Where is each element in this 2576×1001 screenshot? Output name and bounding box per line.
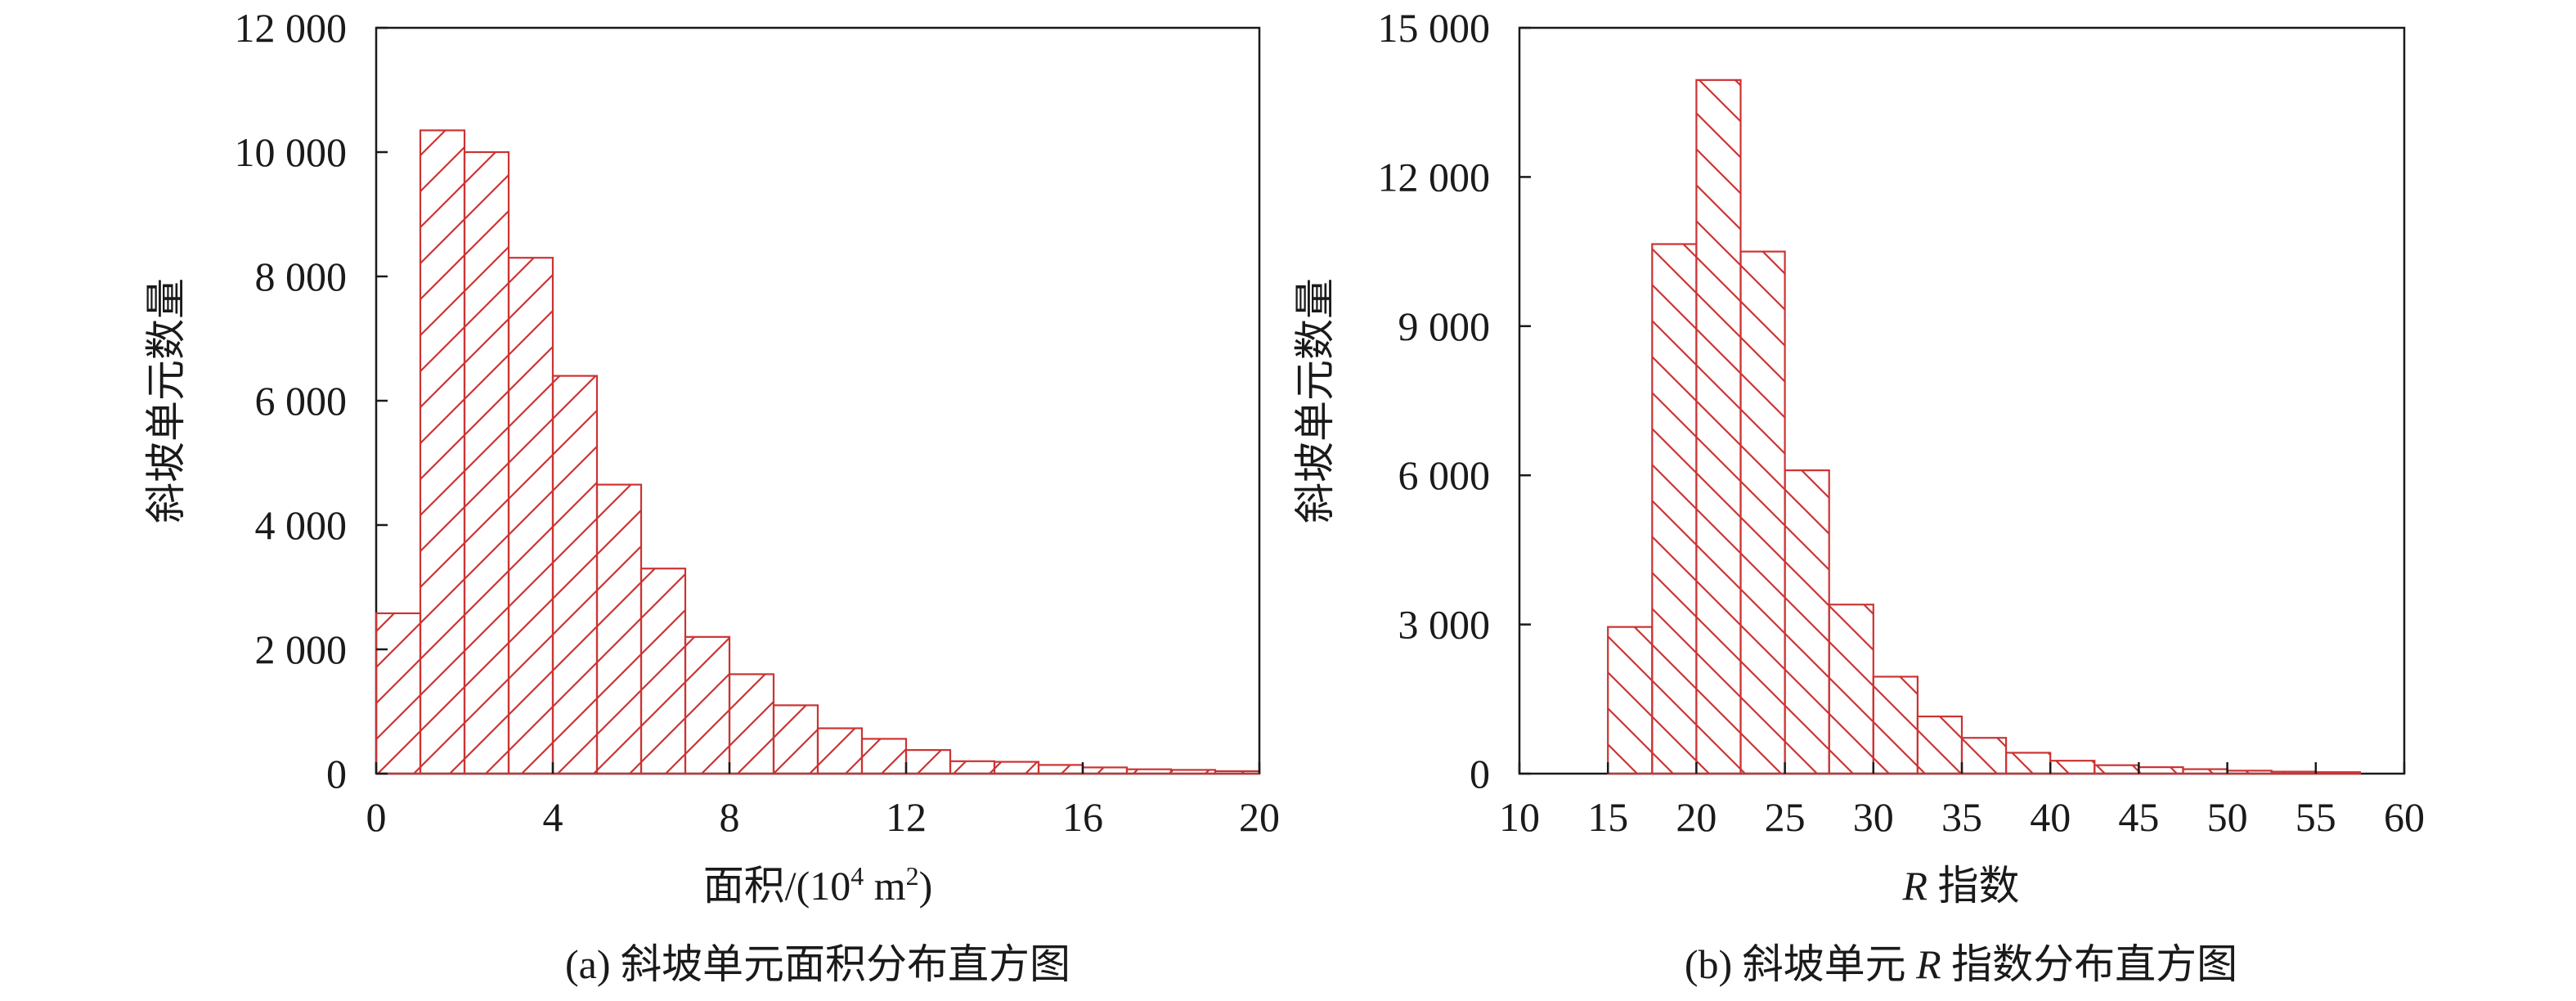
- panel-a-bar: [507, 257, 554, 775]
- panel-b-x-tick-label: 15: [1587, 794, 1628, 840]
- panel-b-bar: [2226, 770, 2273, 775]
- panel-a-bar: [949, 760, 996, 775]
- panel-a-bar: [860, 738, 908, 775]
- panel-b-bar: [1828, 604, 1874, 775]
- panel-b-bar: [2005, 752, 2052, 775]
- panel-b-y-tick-label: 9 000: [1398, 303, 1491, 349]
- panel-a-x-tick-label: 8: [720, 794, 740, 840]
- panel-a-y-axis-title: 斜坡单元数量: [143, 278, 189, 523]
- panel-a-bar: [1037, 764, 1084, 775]
- panel-a-bar: [728, 673, 775, 775]
- panel-a-x-tick-label: 4: [543, 794, 563, 840]
- panel-a-y-ticks: 0 2 000 4 000 6 000 8 000 10 000 12 000: [235, 5, 388, 797]
- panel-a-bar: [375, 612, 422, 775]
- panel-a-histogram: 0 4 8 12 16 20 0 2 000 4 000 6 000 8 000 10 000 12 …: [143, 5, 1280, 987]
- panel-b-x-tick-label: 20: [1676, 794, 1717, 840]
- panel-a-y-tick-label: 0: [326, 751, 347, 797]
- panel-b-bars: [1607, 79, 2362, 775]
- panel-a-y-tick-label: 4 000: [255, 502, 348, 548]
- panel-a-y-tick-label: 8 000: [255, 254, 348, 299]
- panel-b-y-tick-label: 3 000: [1398, 602, 1491, 648]
- panel-a-x-axis-title: 面积/(104 m2): [703, 861, 933, 909]
- panel-a-y-tick-label: 10 000: [235, 129, 348, 175]
- panel-b-bar: [2314, 771, 2362, 775]
- panel-a-bar: [463, 150, 510, 775]
- panel-a-y-tick-label: 6 000: [255, 378, 348, 424]
- panel-b-bar: [1872, 676, 1919, 775]
- panel-b-x-ticks: 10 15 20 25 30 35 40 45 50 55 60: [1499, 762, 2425, 840]
- panel-b-bar: [2270, 770, 2317, 775]
- panel-a-bar: [1214, 770, 1261, 775]
- panel-b-y-tick-label: 12 000: [1378, 154, 1491, 200]
- panel-b-bar: [2049, 760, 2096, 775]
- panel-b-x-tick-label: 55: [2296, 794, 2336, 840]
- panel-a-bar: [904, 749, 952, 775]
- panel-b-bar: [2182, 768, 2228, 775]
- panel-b-x-tick-label: 30: [1853, 794, 1894, 840]
- panel-a-bar: [551, 375, 599, 775]
- panel-b-x-tick-label: 10: [1499, 794, 1540, 840]
- panel-b-bar: [1784, 469, 1830, 775]
- panel-b-x-tick-label: 25: [1765, 794, 1806, 840]
- panel-a-bar: [816, 727, 864, 775]
- panel-a-y-tick-label: 2 000: [255, 626, 348, 672]
- panel-b-y-ticks: 0 3 000 6 000 9 000 12 000 15 000: [1378, 5, 1531, 797]
- panel-b-bar: [2094, 764, 2140, 775]
- panel-a-x-tick-label: 16: [1062, 794, 1103, 840]
- panel-a-bar: [772, 704, 819, 775]
- panel-b-bar: [1916, 715, 1963, 775]
- panel-a-caption: (a) 斜坡单元面积分布直方图: [565, 941, 1070, 987]
- panel-a-bar: [684, 635, 731, 775]
- panel-b-bar: [1607, 626, 1654, 775]
- panel-b-y-axis-title: 斜坡单元数量: [1292, 278, 1338, 523]
- panel-b-bar: [1695, 79, 1742, 775]
- panel-b-x-axis-title: R 指数: [1901, 863, 2019, 909]
- panel-b-y-tick-label: 6 000: [1398, 452, 1491, 498]
- panel-b-y-tick-label: 15 000: [1378, 5, 1491, 51]
- panel-a-x-ticks: 0 4 8 12 16 20: [366, 762, 1280, 840]
- panel-a-bar: [595, 483, 643, 775]
- panel-a-bar: [1081, 766, 1129, 775]
- panel-a-y-tick-label: 12 000: [235, 5, 348, 51]
- panel-a-x-tick-label: 12: [886, 794, 927, 840]
- panel-b-x-tick-label: 35: [1941, 794, 1982, 840]
- panel-b-caption: (b) 斜坡单元 R 指数分布直方图: [1685, 941, 2237, 987]
- panel-a-bars: [375, 129, 1261, 775]
- panel-b-y-tick-label: 0: [1470, 751, 1490, 797]
- panel-a-x-tick-label: 20: [1239, 794, 1280, 840]
- panel-b-bar: [1960, 737, 2008, 775]
- panel-b-x-tick-label: 50: [2207, 794, 2248, 840]
- panel-b-x-tick-label: 40: [2030, 794, 2071, 840]
- panel-a-bar: [1125, 768, 1173, 775]
- panel-a-bar: [1169, 769, 1217, 775]
- panel-a-x-tick-label: 0: [366, 794, 387, 840]
- panel-b-bar: [1739, 250, 1786, 775]
- panel-b-bar: [1651, 243, 1698, 775]
- panel-b-x-tick-label: 45: [2118, 794, 2159, 840]
- panel-a-bar: [419, 129, 466, 775]
- panel-a-bar: [640, 568, 687, 775]
- panel-a-bar: [993, 761, 1040, 775]
- panel-b-x-tick-label: 60: [2384, 794, 2425, 840]
- panel-b-bar: [2138, 765, 2184, 775]
- panel-b-histogram: 10 15 20 25 30 35 40 45 50 55 60 0 3 000 6 000 9 000 1…: [1292, 5, 2425, 987]
